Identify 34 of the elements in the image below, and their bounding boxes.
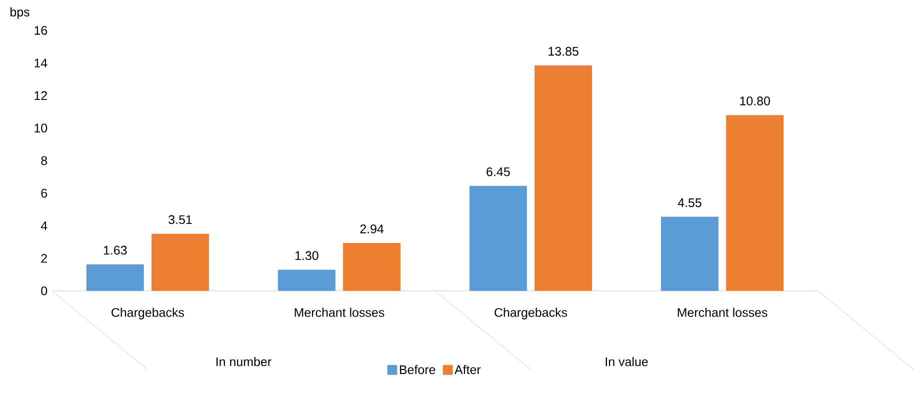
- bar: [660, 216, 718, 291]
- y-tick-label: 8: [41, 156, 48, 166]
- bar: [343, 243, 401, 291]
- legend-label: Before: [400, 364, 436, 374]
- y-tick-label: 14: [34, 58, 48, 68]
- y-tick-label: 4: [40, 222, 48, 230]
- y-axis-title: bps: [10, 7, 30, 19]
- data-label: 1.30: [295, 251, 318, 260]
- x-tick-label: Merchant losses: [294, 308, 384, 317]
- y-tick-label: 2: [41, 254, 47, 263]
- data-label: 10.80: [740, 96, 770, 106]
- data-label: 4.55: [678, 198, 702, 208]
- y-tick-label: 10: [34, 124, 48, 133]
- bar: [534, 65, 592, 291]
- x-tick-label: Chargebacks: [494, 308, 568, 320]
- x-tick-label: Chargebacks: [112, 308, 184, 320]
- bar: [86, 264, 144, 291]
- data-label: 6.45: [486, 167, 510, 176]
- bar: [469, 186, 527, 291]
- bar: [726, 115, 784, 291]
- data-label: 1.63: [104, 246, 127, 255]
- data-label: 3.51: [168, 215, 192, 224]
- legend-label: After: [454, 364, 481, 374]
- y-tick-label: 6: [41, 188, 48, 198]
- y-tick-label: 12: [34, 91, 47, 100]
- bar: [278, 270, 336, 291]
- data-label: 2.94: [360, 224, 384, 234]
- data-label: 13.85: [548, 46, 578, 56]
- y-tick-label: 0: [41, 286, 48, 296]
- bar: [152, 234, 209, 291]
- x-tick-label: Merchant losses: [678, 308, 768, 317]
- text: In number: [216, 357, 272, 366]
- y-tick-label: 16: [34, 26, 48, 35]
- text: In value: [606, 357, 648, 366]
